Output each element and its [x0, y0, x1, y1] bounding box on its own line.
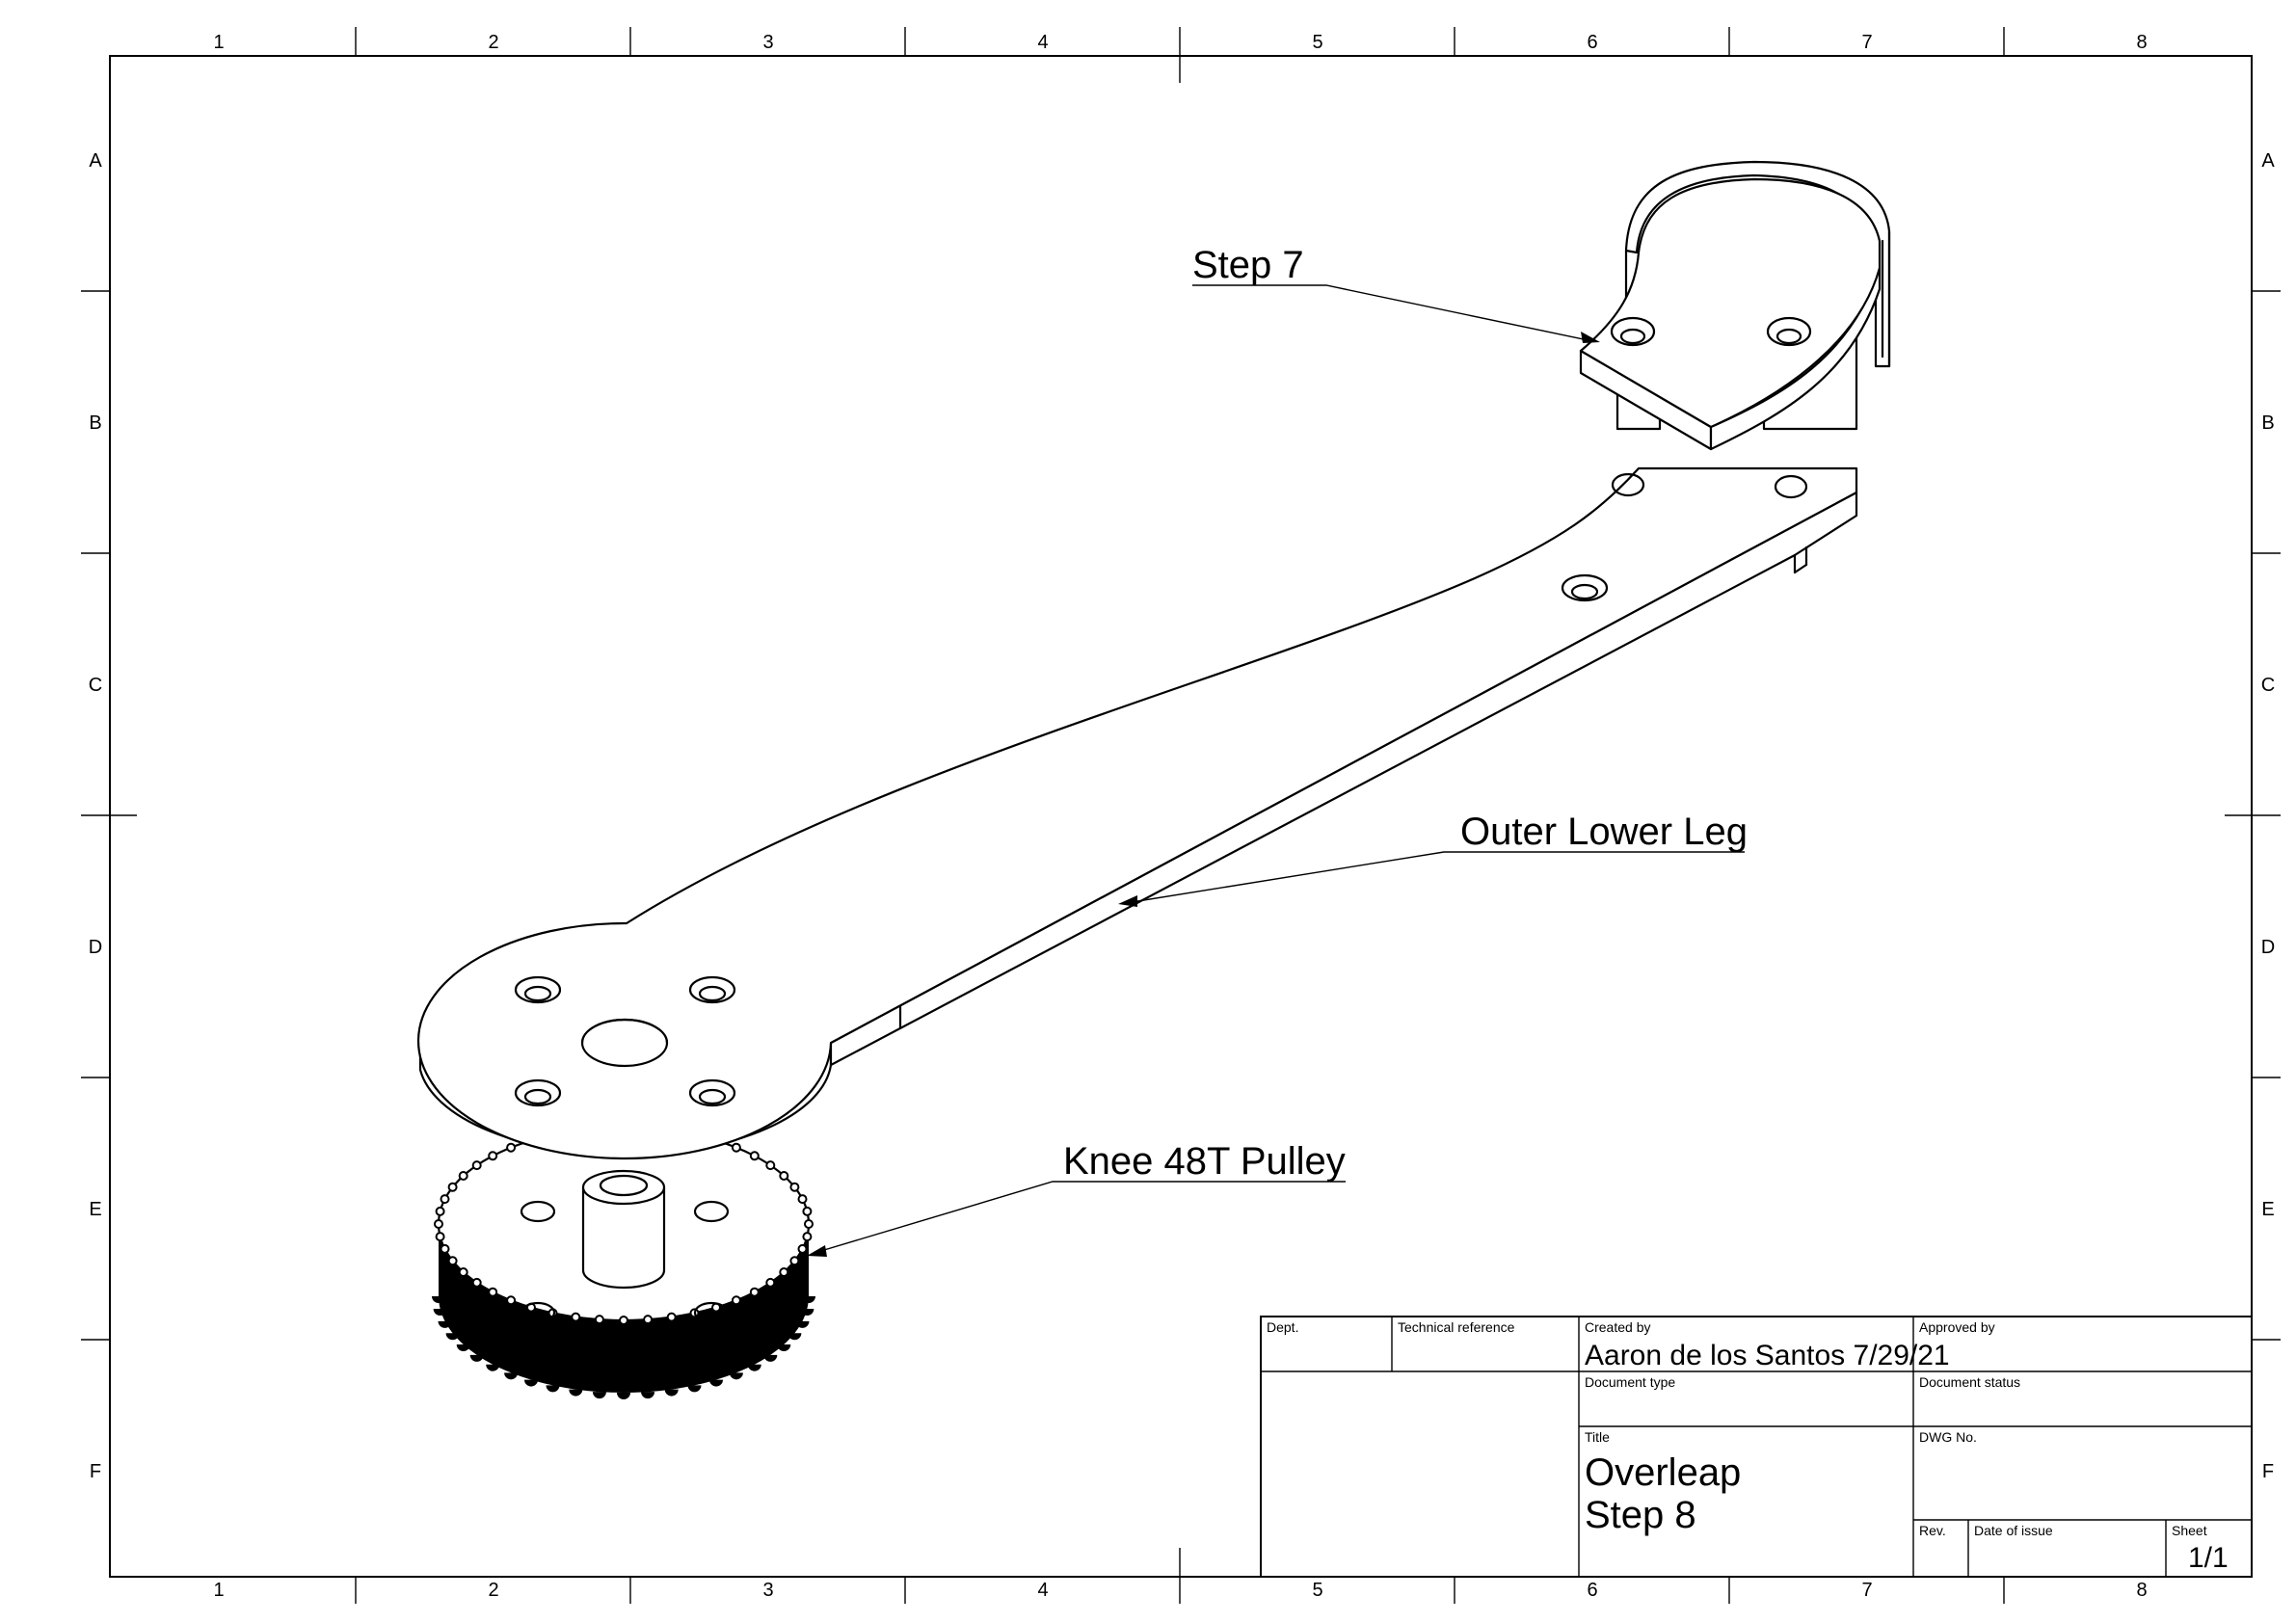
column-label: 4 [1037, 1580, 1048, 1601]
row-label: D [2261, 937, 2275, 958]
callout-label-outer-lower-leg: Outer Lower Leg [1460, 811, 1748, 853]
pulley-tooth-notch [749, 1287, 760, 1297]
column-label: 3 [762, 1580, 773, 1601]
row-label: C [89, 675, 102, 696]
dept-label: Dept. [1267, 1319, 1298, 1335]
sheet-label: Sheet [2172, 1523, 2207, 1538]
document-type-label: Document type [1585, 1374, 1675, 1390]
column-label: 4 [1037, 32, 1048, 53]
pulley-tooth-notch [571, 1312, 581, 1322]
technical-reference-label: Technical reference [1398, 1319, 1515, 1335]
pulley-tooth-notch [447, 1256, 458, 1266]
rev-label: Rev. [1919, 1523, 1946, 1538]
pulley-tooth-notch [440, 1243, 450, 1254]
pulley-tooth-notch [458, 1171, 468, 1181]
row-label: F [2262, 1461, 2274, 1482]
callout-label-knee-pulley: Knee 48T Pulley [1063, 1140, 1346, 1183]
pulley-tooth-notch [434, 1219, 443, 1229]
pulley-tooth-notch [458, 1267, 468, 1277]
pulley-tooth-notch [506, 1295, 517, 1306]
column-labels-bottom: 1 2 3 4 5 6 7 8 [213, 1580, 2147, 1601]
date-of-issue-label: Date of issue [1974, 1523, 2053, 1538]
column-label: 6 [1587, 32, 1597, 53]
column-label: 1 [213, 1580, 224, 1601]
pulley-tooth-notch [447, 1182, 458, 1192]
pulley-tooth-notch [506, 1142, 517, 1153]
pulley-tooth-notch [802, 1232, 813, 1242]
title-line-2: Step 8 [1585, 1494, 1696, 1536]
pulley-tooth-notch [440, 1194, 450, 1205]
column-label: 8 [2136, 1580, 2147, 1601]
column-label: 8 [2136, 32, 2147, 53]
created-by-value: Aaron de los Santos 7/29/21 [1585, 1340, 1950, 1371]
column-label: 6 [1587, 1580, 1597, 1601]
title-block: Dept. Technical reference Created by Aar… [1260, 1316, 2253, 1578]
pulley-tooth-notch [802, 1206, 813, 1216]
row-label: A [89, 150, 102, 172]
pulley-tooth-notch [666, 1312, 677, 1322]
row-label: E [89, 1199, 101, 1220]
pulley-tooth-notch [471, 1277, 482, 1288]
pulley-tooth-notch [765, 1277, 776, 1288]
column-label: 3 [762, 32, 773, 53]
pulley-tooth-notch [779, 1267, 789, 1277]
pulley-tooth-notch [594, 1315, 604, 1325]
knee-pulley-drawing [432, 1123, 815, 1399]
pulley-tooth-notch [797, 1243, 808, 1254]
pulley-tooth-notch [643, 1315, 654, 1325]
created-by-label: Created by [1585, 1319, 1650, 1335]
row-label: A [2261, 150, 2275, 172]
approved-by-label: Approved by [1919, 1319, 1995, 1335]
pulley-tooth-notch [797, 1194, 808, 1205]
callout-knee-pulley: Knee 48T Pulley [807, 1140, 1346, 1257]
row-label: F [90, 1461, 101, 1482]
pulley-tooth-notch [749, 1151, 760, 1161]
pulley-tooth-notch [435, 1206, 445, 1216]
column-label: 1 [213, 32, 224, 53]
column-label: 7 [1861, 32, 1872, 53]
document-status-label: Document status [1919, 1374, 2020, 1390]
drawing-frame [81, 27, 2281, 1604]
pulley-tooth-notch [471, 1160, 482, 1171]
callout-outer-lower-leg: Outer Lower Leg [1118, 811, 1748, 907]
pulley-tooth-notch [765, 1160, 776, 1171]
pulley-tooth-notch [804, 1219, 814, 1229]
column-label: 5 [1312, 1580, 1322, 1601]
pulley-tooth-notch [731, 1142, 741, 1153]
row-labels-left: A B C D E F [89, 150, 103, 1482]
column-labels-top: 1 2 3 4 5 6 7 8 [213, 32, 2147, 53]
pulley-tooth-notch [488, 1151, 498, 1161]
row-label: B [89, 412, 101, 434]
pulley-tooth-notch [435, 1232, 445, 1242]
pulley-tooth-notch [789, 1256, 800, 1266]
row-label: D [89, 937, 102, 958]
callout-label-step7: Step 7 [1192, 244, 1304, 286]
outer-lower-leg-drawing [416, 466, 1858, 1160]
row-label: C [2261, 675, 2275, 696]
pulley-tooth-notch [731, 1295, 741, 1306]
column-label: 2 [488, 32, 498, 53]
pulley-tooth-notch [619, 1316, 628, 1325]
pulley-tooth-notch [488, 1287, 498, 1297]
title-label: Title [1585, 1429, 1610, 1445]
pulley-tooth-notch [779, 1171, 789, 1181]
title-line-1: Overleap [1585, 1451, 1741, 1494]
step7-part-drawing [1579, 160, 1891, 451]
column-label: 2 [488, 1580, 498, 1601]
row-label: B [2261, 412, 2274, 434]
row-label: E [2261, 1199, 2274, 1220]
pulley-tooth-notch [789, 1182, 800, 1192]
dwg-no-label: DWG No. [1919, 1429, 1977, 1445]
sheet-value: 1/1 [2188, 1542, 2229, 1574]
column-label: 5 [1312, 32, 1322, 53]
row-labels-right: A B C D E F [2261, 150, 2276, 1482]
column-label: 7 [1861, 1580, 1872, 1601]
callout-step7: Step 7 [1192, 244, 1600, 343]
